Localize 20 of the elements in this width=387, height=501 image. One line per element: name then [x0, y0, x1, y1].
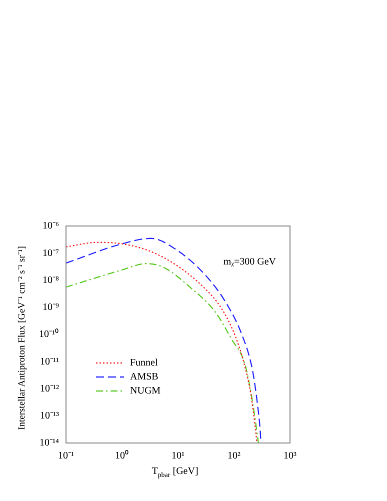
x-tick-label: 10²: [228, 450, 240, 462]
annotation: mᵪ=300 GeV: [223, 256, 277, 268]
y-tick-label: 10⁻⁷: [42, 248, 60, 259]
y-tick-label: 10⁻⁸: [42, 274, 60, 286]
y-tick-label: 10⁻¹⁴: [40, 438, 60, 449]
x-axis-title: T$_{pbar}$ [GeV]: [150, 466, 200, 479]
x-tick-label: 10⁰: [115, 450, 129, 462]
legend-label: AMSB: [130, 372, 159, 383]
legend-label: NUGM: [130, 386, 161, 397]
y-axis-title: Interstellar Antiproton Flux [GeV⁻¹ cm⁻² s⁻¹ sr⁻¹]: [16, 245, 28, 432]
legend-label: Funnel: [130, 358, 158, 369]
y-tick-label: 10⁻¹³: [40, 410, 59, 422]
y-tick-label: 10⁻¹⁰: [39, 328, 59, 340]
y-tick-label: 10⁻⁶: [42, 220, 60, 232]
y-tick-label: 10⁻¹¹: [40, 356, 59, 368]
x-tick-label: 10³: [284, 450, 296, 462]
x-tick-label: 10¹: [172, 450, 184, 462]
y-tick-label: 10⁻⁹: [42, 302, 60, 313]
y-tick-label: 10⁻¹²: [40, 383, 59, 394]
x-tick-label: 10⁻¹: [58, 450, 74, 462]
